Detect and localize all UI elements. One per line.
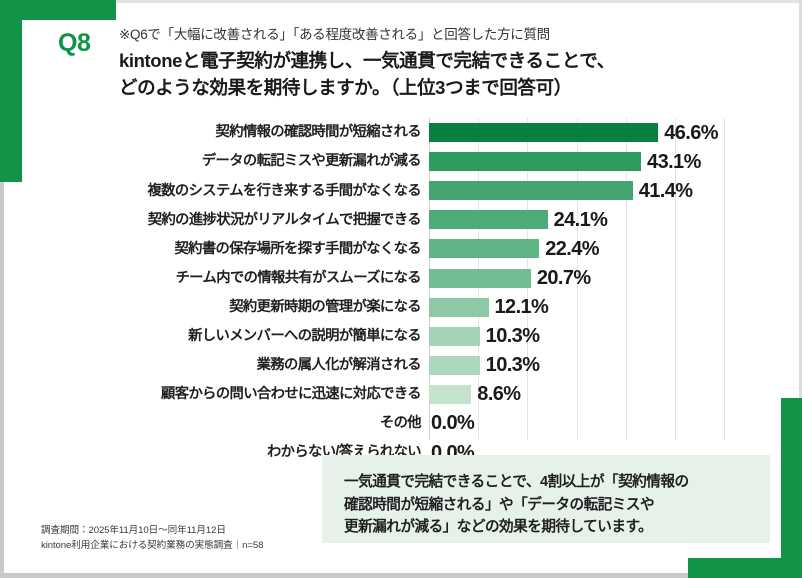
chart-category-label: その他 bbox=[379, 415, 422, 432]
chart-bar-group: 46.6% bbox=[429, 123, 802, 143]
chart-gridline bbox=[625, 118, 627, 440]
chart-bar-group: 10.3% bbox=[429, 355, 802, 375]
chart-bar bbox=[429, 239, 540, 259]
callout-line-1: 一気通貫で完結できることで、4割以上が「契約情報の bbox=[344, 474, 689, 490]
question-note: ※Q6で「大幅に改善される」「ある程度改善される」と回答した方に質問 bbox=[119, 27, 550, 42]
chart-bar-group: 43.1% bbox=[429, 152, 802, 172]
chart-value-label: 22.4% bbox=[545, 237, 599, 260]
chart-row: チーム内での情報共有がスムーズになる 20.7% bbox=[0, 263, 802, 292]
chart-value-label: 20.7% bbox=[536, 267, 591, 290]
chart-row: 顧客からの問い合わせに迅速に対応できる 8.6% bbox=[0, 380, 802, 409]
chart-value-label: 8.6% bbox=[477, 383, 521, 406]
chart-bar-group: 20.7% bbox=[429, 268, 802, 288]
callout-line-2: 確認時間が短縮される」や「データの転記ミスや bbox=[344, 496, 655, 513]
chart-row: 複数のシステムを行き来する手間がなくなる 41.4% bbox=[0, 176, 802, 205]
chart-bar bbox=[429, 268, 531, 288]
chart-value-label: 10.3% bbox=[485, 354, 540, 377]
corner-bracket-top-left-horizontal bbox=[0, 0, 116, 20]
chart-rows: 契約情報の確認時間が短縮される 46.6% データの転記ミスや更新漏れが減る 43.1… bbox=[0, 118, 802, 467]
chart-category-label: 業務の属人化が解消される bbox=[256, 357, 422, 374]
callout-line-3: 更新漏れが減る」などの効果を期待しています。 bbox=[344, 519, 653, 536]
chart-bar-group: 24.1% bbox=[429, 210, 802, 230]
chart-gridline bbox=[576, 118, 578, 440]
chart-category-label: 契約の進捗状況がリアルタイムで把握できる bbox=[147, 211, 422, 228]
question-text-block: ※Q6で「大幅に改善される」「ある程度改善される」と回答した方に質問 kinto… bbox=[119, 27, 768, 102]
chart-bar-group: 8.6% bbox=[429, 384, 802, 404]
corner-bracket-bottom-right-horizontal bbox=[688, 558, 802, 578]
chart-row: その他 0.0% bbox=[0, 409, 802, 438]
page-title-line-2: どのような効果を期待しますか。（上位3つまで回答可） bbox=[119, 76, 572, 98]
chart-row: 契約書の保存場所を探す手間がなくなる 22.4% bbox=[0, 234, 802, 263]
chart-bar-group: 22.4% bbox=[429, 239, 802, 259]
chart-row: 契約の進捗状況がリアルタイムで把握できる 24.1% bbox=[0, 205, 802, 234]
chart-value-label: 43.1% bbox=[647, 150, 701, 173]
page-edge-bottom bbox=[0, 573, 802, 578]
page-edge-right bbox=[799, 0, 802, 578]
chart-bar bbox=[429, 326, 480, 346]
question-number: Q8 bbox=[58, 29, 91, 57]
chart-category-label: 契約更新時期の管理が楽になる bbox=[229, 298, 421, 315]
chart-category-label: 顧客からの問い合わせに迅速に対応できる bbox=[161, 386, 422, 403]
chart-bar bbox=[429, 355, 480, 375]
chart-value-label: 0.0% bbox=[431, 412, 475, 435]
question-header: Q8 ※Q6で「大幅に改善される」「ある程度改善される」と回答した方に質問 ki… bbox=[58, 27, 768, 102]
chart-category-label: 契約書の保存場所を探す手間がなくなる bbox=[174, 240, 421, 257]
chart-bar-group: 0.0% bbox=[429, 413, 802, 433]
corner-bracket-top-left-vertical bbox=[0, 0, 22, 182]
page-edge-top bbox=[0, 0, 802, 3]
chart-value-label: 46.6% bbox=[664, 121, 718, 144]
corner-bracket-bottom-right-vertical bbox=[781, 398, 802, 578]
chart-bar bbox=[429, 297, 489, 317]
chart-value-label: 24.1% bbox=[553, 208, 608, 231]
bar-chart: 契約情報の確認時間が短縮される 46.6% データの転記ミスや更新漏れが減る 43.1… bbox=[0, 118, 802, 463]
chart-bar bbox=[429, 210, 548, 230]
chart-gridline bbox=[724, 118, 726, 440]
page-edge-left bbox=[0, 0, 4, 578]
chart-value-label: 10.3% bbox=[485, 325, 540, 348]
summary-callout: 一気通貫で完結できることで、4割以上が「契約情報の 確認時間が短縮される」や「デ… bbox=[322, 455, 770, 543]
chart-bar bbox=[429, 181, 633, 201]
survey-footnote: 調査期間：2025年11月10日〜同年11月12日 kintone利用企業におけ… bbox=[41, 524, 263, 553]
chart-category-label: データの転記ミスや更新漏れが減る bbox=[201, 153, 422, 170]
footnote-line-2: kintone利用企業における契約業務の実態調査｜n=58 bbox=[41, 539, 264, 551]
chart-bar-group: 41.4% bbox=[429, 181, 802, 201]
footnote-line-1: 調査期間：2025年11月10日〜同年11月12日 bbox=[41, 525, 226, 536]
chart-bar-group: 12.1% bbox=[429, 297, 802, 317]
chart-row: 契約情報の確認時間が短縮される 46.6% bbox=[0, 118, 802, 147]
chart-value-label: 41.4% bbox=[638, 179, 693, 202]
chart-row: 契約更新時期の管理が楽になる 12.1% bbox=[0, 293, 802, 322]
chart-row: データの転記ミスや更新漏れが減る 43.1% bbox=[0, 147, 802, 176]
chart-row: 業務の属人化が解消される 10.3% bbox=[0, 351, 802, 380]
chart-category-label: チーム内での情報共有がスムーズになる bbox=[175, 269, 422, 286]
chart-bar bbox=[429, 384, 472, 404]
chart-value-label: 12.1% bbox=[494, 296, 549, 319]
page-title-line-1: kintoneと電子契約が連携し、一気通貫で完結できることで、 bbox=[119, 49, 615, 71]
chart-category-label: 新しいメンバーへの説明が簡単になる bbox=[188, 328, 421, 345]
chart-gridline bbox=[675, 118, 676, 440]
summary-callout-text: 一気通貫で完結できることで、4割以上が「契約情報の 確認時間が短縮される」や「デ… bbox=[344, 471, 770, 539]
chart-bar bbox=[429, 152, 642, 172]
chart-category-label: 契約情報の確認時間が短縮される bbox=[215, 124, 422, 141]
page-title: kintoneと電子契約が連携し、一気通貫で完結できることで、 どのような効果を… bbox=[119, 48, 768, 102]
chart-bar bbox=[429, 123, 659, 143]
chart-bar-group: 10.3% bbox=[429, 326, 802, 346]
chart-category-label: 複数のシステムを行き来する手間がなくなる bbox=[147, 182, 421, 199]
chart-row: 新しいメンバーへの説明が簡単になる 10.3% bbox=[0, 322, 802, 351]
